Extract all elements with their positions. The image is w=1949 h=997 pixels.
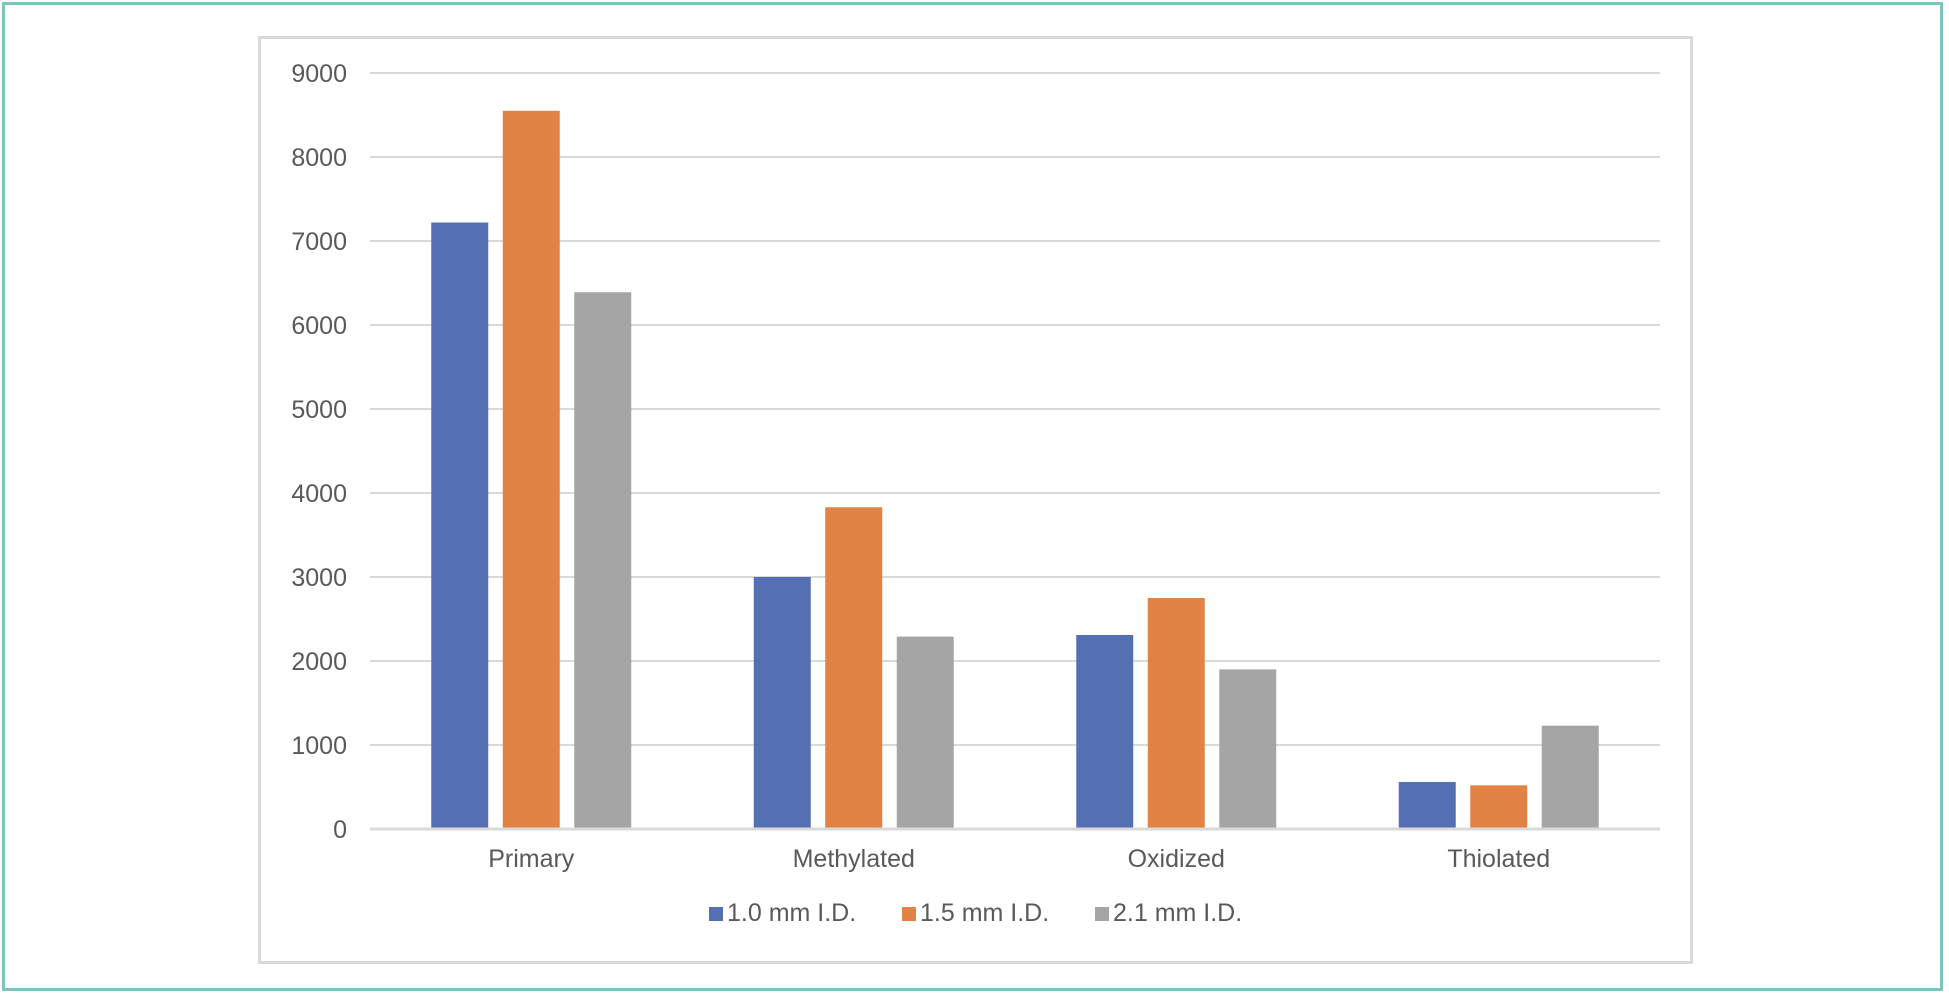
y-tick-label: 3000 [291,564,347,592]
y-tick-label: 4000 [291,480,347,508]
legend-swatch [902,907,916,921]
y-tick-label: 9000 [291,60,347,88]
legend: 1.0 mm I.D. 1.5 mm I.D. 2.1 mm I.D. [709,899,1242,927]
bar-primary-series-2 [502,110,560,830]
x-axis-category-labels: Primary Methylated Oxidized Thiolated [488,845,1550,873]
y-tick-label: 1000 [291,732,347,760]
bar-thiolated-series-3 [1541,725,1599,829]
bar-oxidized-series-1 [1076,634,1134,829]
y-tick-label: 0 [333,816,347,844]
x-category-label: Primary [488,845,575,873]
legend-swatch [1095,907,1109,921]
legend-label: 2.1 mm I.D. [1113,899,1242,927]
y-tick-label: 7000 [291,228,347,256]
bar-primary-series-3 [574,292,632,829]
legend-label: 1.5 mm I.D. [920,899,1049,927]
y-tick-label: 2000 [291,648,347,676]
bar-methylated-series-3 [896,636,954,829]
y-axis-tick-labels: 0 1000 2000 3000 4000 5000 6000 7000 8000 9000 [291,60,347,844]
bar-thiolated-series-1 [1398,781,1456,829]
bars [431,110,1599,830]
bar-methylated-series-2 [825,507,883,829]
bar-primary-series-1 [431,222,489,829]
x-category-label: Methylated [793,845,915,873]
legend-label: 1.0 mm I.D. [727,899,856,927]
bar-oxidized-series-3 [1219,669,1277,829]
legend-swatch [709,907,723,921]
y-tick-label: 6000 [291,312,347,340]
gridlines [370,72,1660,746]
y-tick-label: 5000 [291,396,347,424]
bar-oxidized-series-2 [1147,598,1205,829]
bar-thiolated-series-2 [1470,785,1528,829]
x-category-label: Thiolated [1447,845,1550,873]
bar-methylated-series-1 [753,577,811,829]
x-category-label: Oxidized [1128,845,1225,873]
y-tick-label: 8000 [291,144,347,172]
